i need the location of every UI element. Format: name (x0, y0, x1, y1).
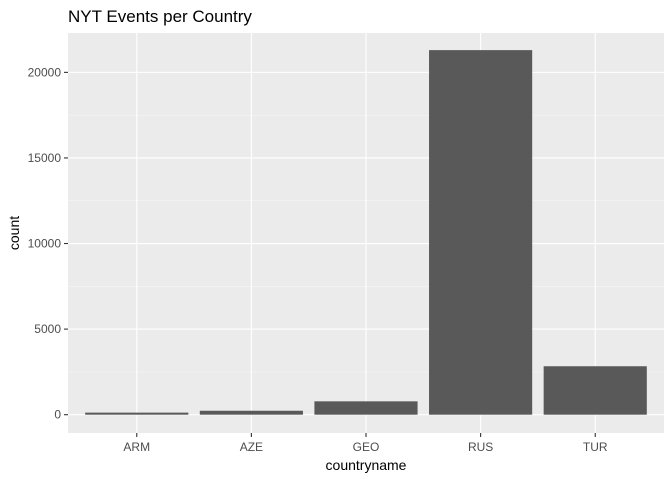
y-tick-label: 5000 (34, 322, 61, 336)
x-tick-label: RUS (468, 440, 493, 454)
x-tick-label: AZE (240, 440, 263, 454)
bar-aze (199, 410, 303, 415)
y-tick-label: 15000 (28, 151, 62, 165)
y-axis: 0 5000 10000 15000 20000 (28, 65, 68, 422)
y-tick-label: 0 (54, 408, 61, 422)
bar-geo (314, 401, 418, 415)
x-axis-title: countryname (326, 457, 407, 473)
bars (85, 50, 647, 415)
chart-title: NYT Events per Country (68, 7, 252, 26)
x-tick-label: GEO (353, 440, 380, 454)
y-tick-label: 10000 (28, 237, 62, 251)
x-axis: ARM AZE GEO RUS TUR (123, 433, 608, 454)
x-tick-label: TUR (583, 440, 608, 454)
bar-tur (543, 366, 647, 415)
bar-arm (85, 412, 189, 415)
y-axis-title: count (6, 216, 22, 250)
x-tick-label: ARM (123, 440, 150, 454)
y-tick-label: 20000 (28, 65, 62, 79)
grid-lines (68, 33, 664, 433)
bar-rus (429, 50, 533, 415)
